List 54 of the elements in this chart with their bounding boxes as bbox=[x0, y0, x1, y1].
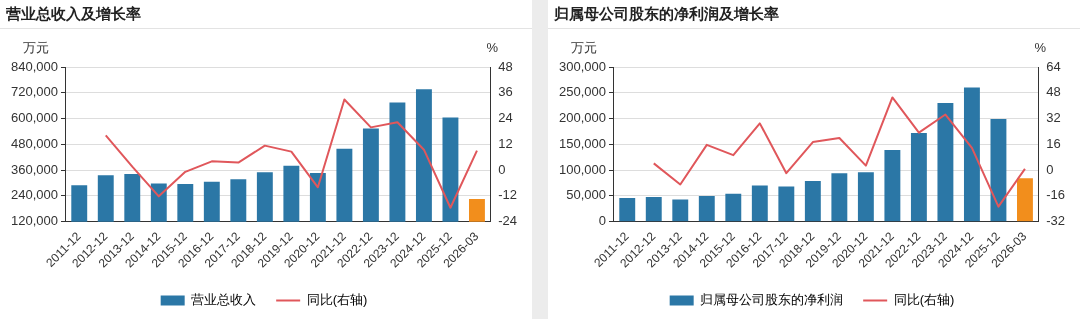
legend-label: 同比(右轴) bbox=[306, 292, 368, 308]
y2-tick-label: 16 bbox=[1046, 135, 1061, 151]
y-tick-label: 480,000 bbox=[10, 135, 58, 151]
bar bbox=[619, 197, 636, 222]
y-tick-label: 150,000 bbox=[558, 135, 606, 151]
bar bbox=[963, 87, 980, 222]
bar bbox=[698, 195, 715, 222]
bar bbox=[672, 199, 689, 222]
chart-title: 归属母公司股东的净利润及增长率 bbox=[548, 0, 1080, 29]
y2-tick-label: -12 bbox=[498, 187, 518, 203]
y-tick-label: 600,000 bbox=[10, 110, 58, 126]
bar bbox=[831, 173, 848, 222]
bar bbox=[910, 133, 927, 222]
bar bbox=[1017, 178, 1033, 222]
y2-tick-label: 36 bbox=[498, 84, 513, 100]
y-axis-title: 万元 bbox=[571, 40, 597, 56]
legend-label: 营业总收入 bbox=[191, 292, 257, 308]
y2-tick-label: 48 bbox=[1046, 84, 1061, 100]
y-tick-label: 100,000 bbox=[558, 161, 606, 177]
bar bbox=[804, 180, 821, 222]
y-tick-label: 50,000 bbox=[566, 187, 606, 203]
bar bbox=[645, 196, 662, 222]
y-tick-label: 840,000 bbox=[10, 58, 58, 74]
y-axis-title: 万元 bbox=[23, 40, 49, 56]
chart-title: 营业总收入及增长率 bbox=[0, 0, 532, 29]
legend-label: 同比(右轴) bbox=[893, 292, 955, 308]
y2-tick-label: 24 bbox=[498, 110, 513, 126]
legend-label: 归属母公司股东的净利润 bbox=[700, 292, 844, 308]
bar bbox=[778, 186, 795, 222]
y-tick-label: 0 bbox=[598, 213, 606, 229]
y2-tick-label: 12 bbox=[498, 135, 513, 151]
y-tick-label: 240,000 bbox=[10, 187, 58, 203]
y-tick-label: 250,000 bbox=[558, 84, 606, 100]
y2-tick-label: 0 bbox=[498, 161, 506, 177]
y-tick-label: 120,000 bbox=[10, 213, 58, 229]
bar bbox=[990, 119, 1007, 222]
y2-tick-label: -24 bbox=[498, 213, 518, 229]
y2-axis-title: % bbox=[1034, 40, 1047, 56]
y-tick-label: 720,000 bbox=[10, 84, 58, 100]
y2-tick-label: -16 bbox=[1046, 187, 1066, 203]
y-tick-label: 360,000 bbox=[10, 161, 58, 177]
bar bbox=[751, 185, 768, 222]
y2-axis-title: % bbox=[486, 40, 499, 56]
y2-tick-label: 0 bbox=[1046, 161, 1054, 177]
y2-tick-label: -32 bbox=[1046, 213, 1066, 229]
bar bbox=[937, 103, 954, 222]
y2-tick-label: 48 bbox=[498, 58, 513, 74]
bar bbox=[857, 172, 874, 222]
y2-tick-label: 64 bbox=[1046, 58, 1061, 74]
y-tick-label: 300,000 bbox=[558, 58, 606, 74]
bar bbox=[725, 193, 742, 222]
bar bbox=[884, 150, 901, 222]
y2-tick-label: 32 bbox=[1046, 110, 1061, 126]
y-tick-label: 200,000 bbox=[558, 110, 606, 126]
